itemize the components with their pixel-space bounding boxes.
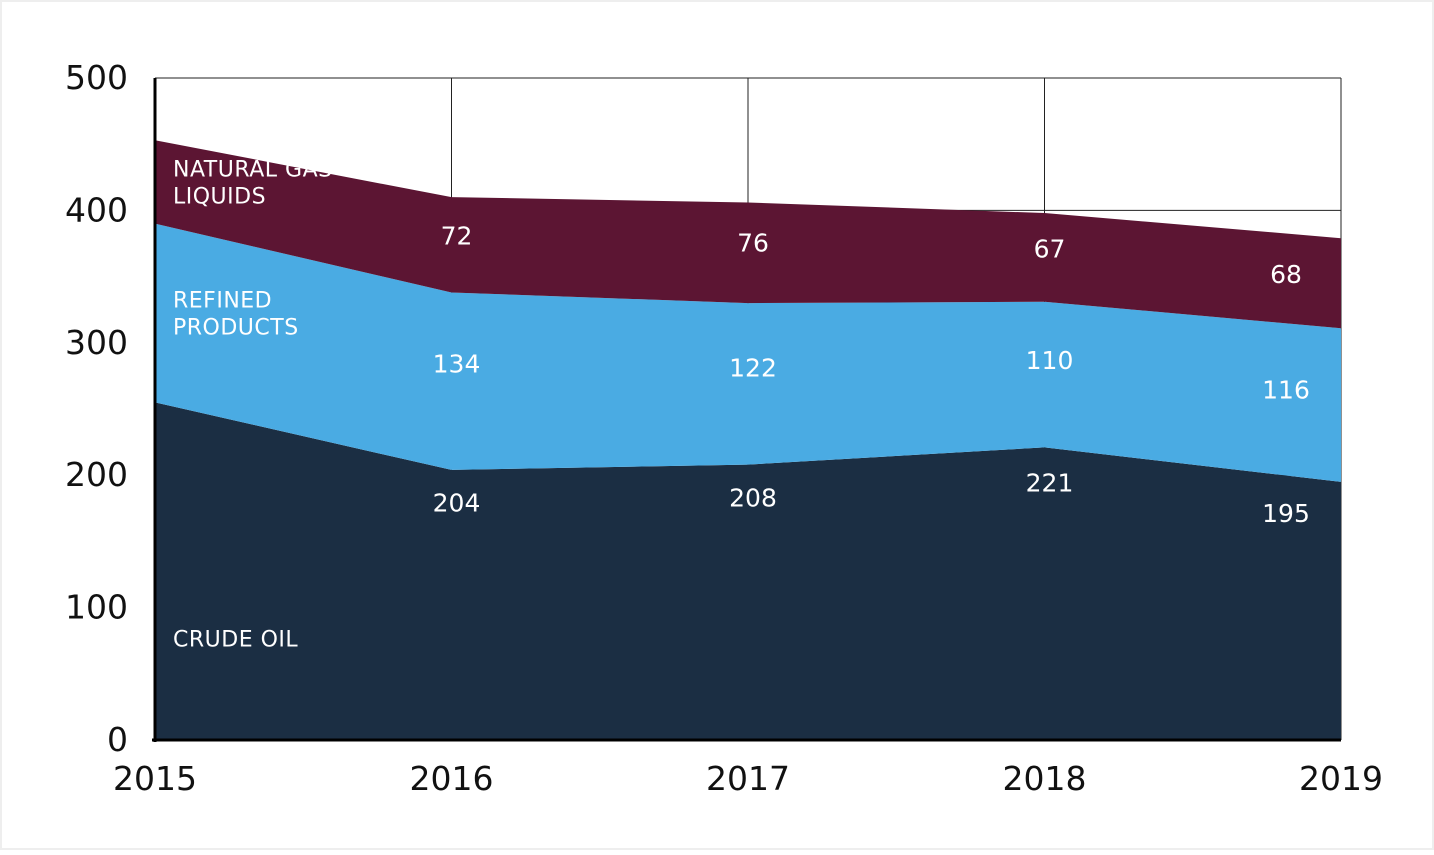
series-label-line: NATURAL GAS bbox=[173, 157, 333, 182]
data-label-natural-gas-liquids-2017: 76 bbox=[737, 229, 769, 258]
y-tick-label-100: 100 bbox=[65, 588, 128, 627]
series-label-line: PRODUCTS bbox=[173, 316, 299, 341]
data-label-natural-gas-liquids-2019: 68 bbox=[1270, 260, 1302, 289]
series-label-line: CRUDE OIL bbox=[173, 628, 298, 653]
y-tick-label-200: 200 bbox=[65, 455, 128, 494]
x-tick-label-2017: 2017 bbox=[706, 759, 790, 798]
y-tick-label-300: 300 bbox=[65, 323, 128, 362]
data-label-refined-products-2017: 122 bbox=[729, 354, 777, 383]
area-natural-gas-liquids bbox=[155, 140, 1341, 329]
data-label-crude-oil-2019: 195 bbox=[1262, 499, 1310, 528]
data-label-natural-gas-liquids-2018: 67 bbox=[1034, 235, 1066, 264]
area-layer bbox=[155, 140, 1341, 740]
series-label-line: LIQUIDS bbox=[173, 184, 266, 209]
y-tick-label-0: 0 bbox=[107, 720, 128, 759]
data-label-refined-products-2019: 116 bbox=[1262, 376, 1310, 405]
x-tick-label-2016: 2016 bbox=[410, 759, 494, 798]
x-tick-label-2015: 2015 bbox=[113, 759, 197, 798]
area-refined-products bbox=[155, 223, 1341, 482]
data-label-refined-products-2016: 134 bbox=[433, 349, 481, 378]
area-crude-oil bbox=[155, 402, 1341, 740]
data-label-crude-oil-2017: 208 bbox=[729, 484, 777, 513]
data-label-natural-gas-liquids-2016: 72 bbox=[441, 221, 473, 250]
x-tick-label-2018: 2018 bbox=[1003, 759, 1087, 798]
x-tick-label-2019: 2019 bbox=[1299, 759, 1383, 798]
data-label-crude-oil-2018: 221 bbox=[1026, 469, 1074, 498]
series-label-line: REFINED bbox=[173, 289, 272, 314]
label-layer: 204 208 221 195 134 122 110 116 72 76 67 68 CRUDE OI… bbox=[173, 157, 1310, 652]
y-tick-label-500: 500 bbox=[65, 58, 128, 97]
axis-layer: 0 100 200 300 400 500 2015 2016 2017 2018 2019 bbox=[65, 58, 1383, 798]
y-tick-label-400: 400 bbox=[65, 190, 128, 229]
series-label-crude-oil: CRUDE OIL bbox=[173, 628, 298, 653]
data-label-crude-oil-2016: 204 bbox=[433, 488, 481, 517]
data-label-refined-products-2018: 110 bbox=[1026, 346, 1074, 375]
